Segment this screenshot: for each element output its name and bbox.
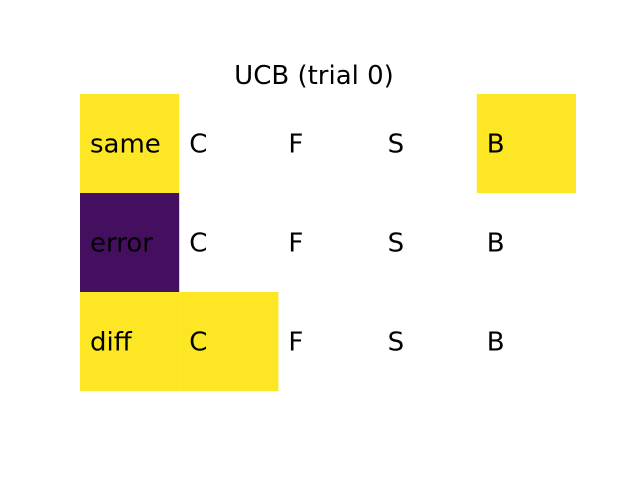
- heatmap-cell-label-r2-c2: F: [288, 328, 303, 358]
- heatmap-cell-label-r1-c0: error: [90, 229, 153, 259]
- heatmap-cell-label-r0-c0: same: [90, 130, 161, 160]
- heatmap-cell-r0-c4: [476, 94, 576, 193]
- heatmap-cell-r1-c0: [80, 193, 180, 292]
- heatmap-cell-label-r2-c0: diff: [90, 328, 133, 358]
- heatmap-cell-label-r2-c4: B: [487, 328, 505, 358]
- chart-title: UCB (trial 0): [234, 61, 394, 91]
- heatmap-cell-label-r1-c2: F: [288, 229, 303, 259]
- heatmap-cell-label-r0-c1: C: [189, 130, 207, 160]
- heatmap-cell-label-r0-c2: F: [288, 130, 303, 160]
- heatmap-cell-label-r2-c3: S: [388, 328, 405, 358]
- heatmap-cell-label-r0-c4: B: [487, 130, 505, 160]
- heatmap-cell-r2-c0: [80, 292, 180, 391]
- heatmap-cell-label-r0-c3: S: [388, 130, 405, 160]
- heatmap-cell-r2-c1: [179, 292, 279, 391]
- heatmap-cell-label-r1-c4: B: [487, 229, 505, 259]
- heatmap-cell-label-r2-c1: C: [189, 328, 207, 358]
- heatmap-cell-label-r1-c3: S: [388, 229, 405, 259]
- heatmap-cell-label-r1-c1: C: [189, 229, 207, 259]
- heatmap-cell-r0-c0: [80, 94, 180, 193]
